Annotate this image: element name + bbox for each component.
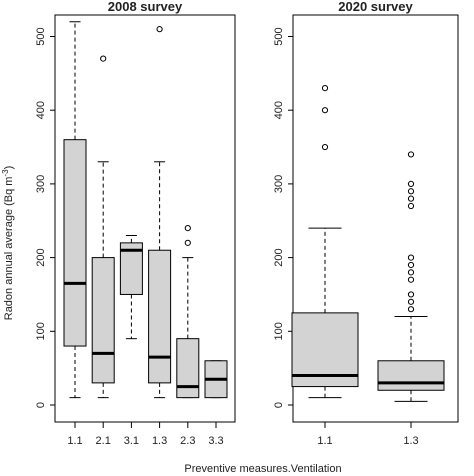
x-tick-label: 3.1 — [124, 435, 139, 447]
x-tick-label: 1.3 — [403, 435, 418, 447]
x-tick-label: 1.1 — [317, 435, 332, 447]
y-tick-label: 0 — [35, 402, 47, 408]
outlier-point — [321, 84, 329, 92]
y-tick-label: 200 — [35, 248, 47, 266]
box-2.1 — [91, 55, 115, 399]
box-3.1 — [119, 234, 143, 340]
panel-title: 2020 survey — [338, 0, 413, 14]
outlier-point — [407, 180, 415, 187]
outlier-point — [407, 269, 415, 276]
x-tick-label: 3.3 — [208, 435, 223, 447]
outlier-point — [407, 254, 415, 261]
y-axis-label: Radon annual average (Bq m-3) — [1, 166, 15, 321]
y-tick-label: 400 — [35, 101, 47, 119]
box-iqr — [119, 242, 143, 295]
outlier-point — [407, 195, 415, 202]
outlier-point — [407, 276, 415, 283]
y-tick-label: 300 — [35, 175, 47, 193]
box-3.3 — [204, 360, 228, 399]
x-tick-label: 2.3 — [180, 435, 195, 447]
plot-frame — [54, 14, 236, 423]
x-tick-label: 1.3 — [152, 435, 167, 447]
y-tick-label: 0 — [273, 402, 285, 408]
panel-1: 2008 survey 0 100 200 300 400 500 1.1 2.1 3.1 1.3 2… — [35, 0, 236, 447]
outlier-point — [407, 291, 415, 298]
box-iqr — [63, 139, 87, 347]
outlier-point — [407, 202, 415, 210]
outlier-point — [156, 26, 163, 33]
x-tick-label: 2.1 — [96, 435, 111, 447]
x-tick-label: 1.1 — [67, 435, 82, 447]
x-axis-label: Preventive measures.Ventilation — [184, 463, 341, 475]
outlier-point — [407, 261, 415, 269]
box-1.1 — [63, 21, 87, 399]
panel-2: 2020 survey 0 100 200 300 400 500 1.1 1.3 — [273, 0, 459, 447]
outlier-point — [184, 225, 191, 232]
outlier-point — [321, 143, 329, 151]
box-1.3 — [148, 26, 172, 399]
outlier-point — [100, 55, 107, 62]
y-tick-label: 400 — [273, 101, 285, 119]
y-tick-label: 100 — [273, 322, 285, 340]
plot-frame — [292, 14, 459, 423]
box-iqr — [377, 360, 445, 391]
box-iqr — [148, 249, 172, 384]
y-tick-label: 200 — [273, 248, 285, 266]
outlier-point — [321, 107, 329, 114]
box-2.3 — [176, 225, 200, 399]
outlier-point — [407, 298, 415, 305]
box-1.3 — [377, 151, 445, 402]
box-1.1 — [291, 84, 359, 399]
y-tick-label: 500 — [35, 27, 47, 45]
outlier-point — [407, 188, 415, 195]
box-iqr — [91, 257, 115, 384]
outlier-point — [407, 306, 415, 313]
y-tick-label: 100 — [35, 322, 47, 340]
box-iqr — [176, 338, 200, 399]
outlier-point — [407, 151, 415, 158]
panel-title: 2008 survey — [108, 0, 183, 14]
outlier-point — [184, 239, 191, 246]
y-tick-label: 300 — [273, 175, 285, 193]
y-tick-label: 500 — [273, 27, 285, 45]
